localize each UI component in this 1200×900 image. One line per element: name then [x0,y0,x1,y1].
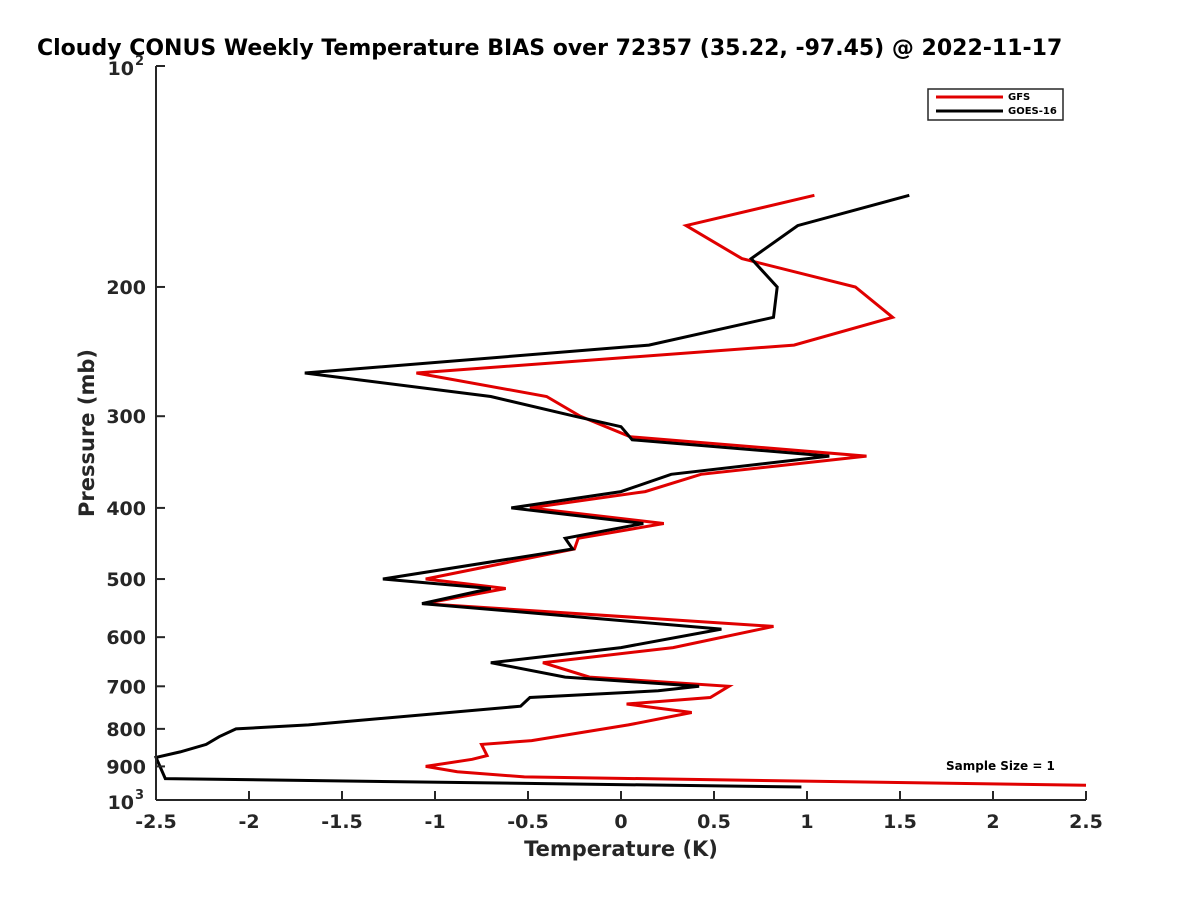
chart-title: Cloudy CONUS Weekly Temperature BIAS ove… [37,36,1062,61]
y-tick-exponent: 3 [135,788,144,803]
x-tick-label: 2.5 [1069,811,1103,833]
x-tick-label: 2 [986,811,999,833]
x-tick-label: 1.5 [883,811,917,833]
y-tick-exponent: 2 [135,54,144,69]
y-tick-label: 200 [106,277,146,299]
y-tick-label: 400 [106,498,146,520]
x-tick-label: 0 [614,811,627,833]
legend-label-goes16: GOES-16 [1008,106,1057,117]
x-tick-label: 1 [800,811,813,833]
y-tick-label: 500 [106,569,146,591]
y-tick-label: 300 [106,406,146,428]
series-line-gfs [416,193,1087,787]
y-tick-label: 700 [106,676,146,698]
y-axis-label: Pressure (mb) [75,349,99,517]
y-tick-label: 900 [106,756,146,778]
x-ticks-group: -2.5 -2 -1.5 -1 -0.5 0 0.5 1 1.5 2 2.5 [135,791,1103,833]
y-tick-label: 800 [106,719,146,741]
legend: GFS GOES-16 [927,88,1064,121]
x-tick-label: 0.5 [697,811,731,833]
legend-label-gfs: GFS [1008,92,1030,103]
series-line-goes16 [153,193,910,789]
x-tick-label: -1.5 [321,811,363,833]
sample-size-annotation: Sample Size = 1 [946,759,1055,773]
plot-series-group [153,193,1087,789]
legend-box [927,88,1064,121]
x-axis-label: Temperature (K) [524,837,718,861]
x-tick-label: -1 [424,811,445,833]
x-tick-label: -2 [238,811,259,833]
y-tick-label: 10 [108,792,134,814]
x-tick-label: -2.5 [135,811,177,833]
x-tick-label: -0.5 [507,811,549,833]
y-tick-label: 10 [108,58,134,80]
y-tick-label: 600 [106,627,146,649]
